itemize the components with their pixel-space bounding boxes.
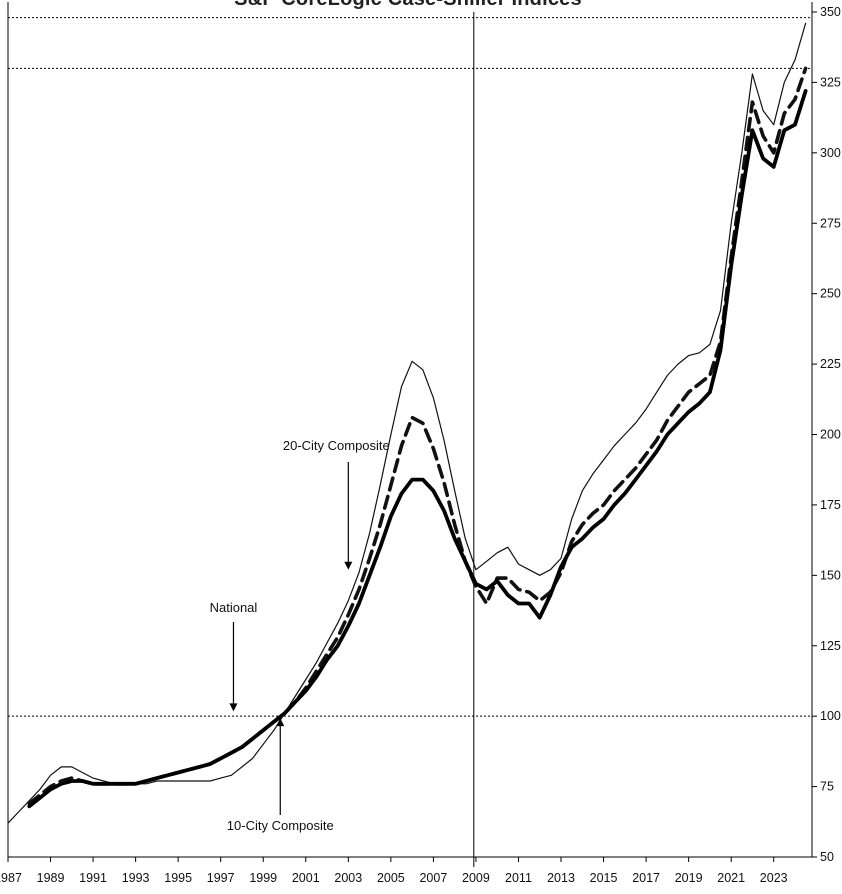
y-tick-label: 150 bbox=[820, 568, 841, 582]
x-tick-label: 2013 bbox=[547, 871, 575, 885]
y-tick-label: 250 bbox=[820, 287, 841, 301]
x-tick-label: 1997 bbox=[207, 871, 235, 885]
x-tick-label: 2009 bbox=[462, 871, 490, 885]
arrowhead bbox=[229, 703, 238, 712]
arrowhead bbox=[276, 718, 285, 727]
x-axis: 1987 1989 1991 1993 1995 1997 1999 2001 2003 2005… bbox=[0, 857, 788, 885]
arrowhead bbox=[344, 561, 353, 570]
annotation-label: 10-City Composite bbox=[227, 818, 334, 833]
x-tick-label: 2019 bbox=[675, 871, 703, 885]
x-tick-label: 2021 bbox=[717, 871, 745, 885]
x-tick-label: 2017 bbox=[632, 871, 660, 885]
x-tick-label: 1987 bbox=[0, 871, 22, 885]
x-tick-label: 2007 bbox=[419, 871, 447, 885]
plot-frame bbox=[7, 2, 813, 858]
annotation-label: 20-City Composite bbox=[283, 438, 390, 453]
x-tick-label: 1991 bbox=[79, 871, 107, 885]
y-tick-label: 200 bbox=[820, 428, 841, 442]
series-layer bbox=[7, 22, 808, 824]
x-tick-label: 2005 bbox=[377, 871, 405, 885]
x-tick-label: 2015 bbox=[590, 871, 618, 885]
x-tick-label: 1995 bbox=[164, 871, 192, 885]
reference-lines bbox=[8, 12, 812, 867]
y-tick-label: 125 bbox=[820, 639, 841, 653]
x-tick-label: 2011 bbox=[505, 871, 532, 885]
x-tick-label: 1989 bbox=[37, 871, 65, 885]
x-tick-label: 2003 bbox=[334, 871, 362, 885]
y-tick-label: 175 bbox=[820, 498, 841, 512]
x-tick-label: 2001 bbox=[292, 871, 320, 885]
series-line-thick bbox=[27, 89, 808, 809]
x-tick-label: 1993 bbox=[122, 871, 150, 885]
y-tick-label: 300 bbox=[820, 146, 841, 160]
x-tick-label: 1999 bbox=[249, 871, 277, 885]
y-tick-label: 225 bbox=[820, 357, 841, 371]
y-tick-label: 50 bbox=[820, 850, 834, 864]
y-tick-label: 325 bbox=[820, 75, 841, 89]
x-tick-label: 2023 bbox=[760, 871, 788, 885]
series-line-thin bbox=[7, 22, 807, 824]
series-line-dashed bbox=[27, 66, 808, 806]
y-tick-label: 275 bbox=[820, 216, 841, 230]
annotations: 20-City Composite National 10-City Composi… bbox=[210, 438, 390, 833]
annotation-label: National bbox=[210, 600, 258, 615]
y-axis: 50 75 100 125 150 175 200 225 250 275 300 325 350 bbox=[812, 5, 841, 864]
chart-title: S&P CoreLogic Case-Shiller Indices bbox=[0, 0, 816, 11]
y-tick-label: 100 bbox=[820, 709, 841, 723]
y-tick-label: 75 bbox=[820, 780, 834, 794]
y-tick-label: 350 bbox=[820, 5, 841, 19]
